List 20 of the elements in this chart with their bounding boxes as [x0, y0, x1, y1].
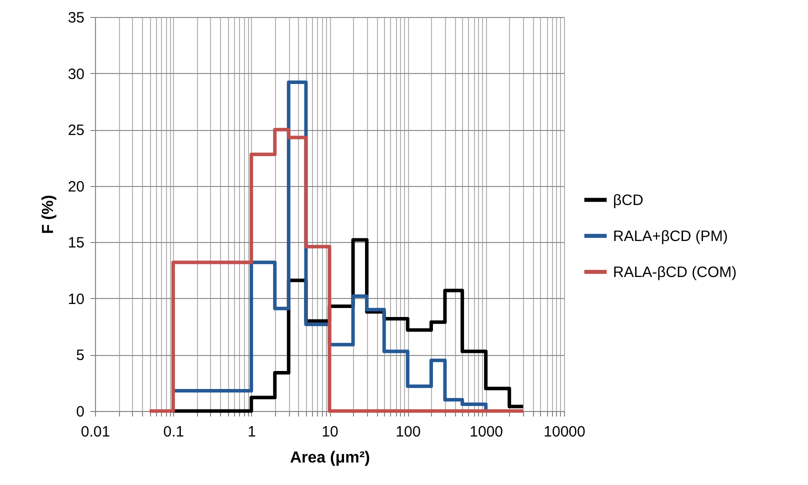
x-tick-label: 0.1 — [163, 424, 184, 440]
legend-label: βCD — [613, 192, 644, 209]
legend-label: RALA-βCD (COM) — [613, 264, 737, 281]
y-tick-label: 25 — [68, 122, 84, 140]
x-tick-label: 1000 — [470, 424, 504, 440]
y-tick-label: 20 — [68, 178, 84, 196]
y-tick-label: 35 — [68, 10, 84, 26]
x-axis-title: Area (μm²) — [290, 450, 370, 466]
y-tick-label: 10 — [68, 290, 84, 308]
y-tick-label: 15 — [68, 234, 84, 252]
x-tick-label: 1 — [248, 424, 256, 440]
legend-label: RALA+βCD (PM) — [613, 228, 728, 245]
y-tick-label: 30 — [68, 66, 84, 83]
y-tick-label: 5 — [76, 347, 84, 364]
y-axis-title: F (%) — [40, 194, 57, 234]
x-tick-label: 0.01 — [80, 424, 110, 440]
x-tick-label: 10000 — [544, 424, 586, 440]
x-tick-label: 10 — [322, 424, 338, 440]
y-tick-label: 0 — [76, 404, 84, 420]
x-tick-label: 100 — [396, 424, 421, 440]
